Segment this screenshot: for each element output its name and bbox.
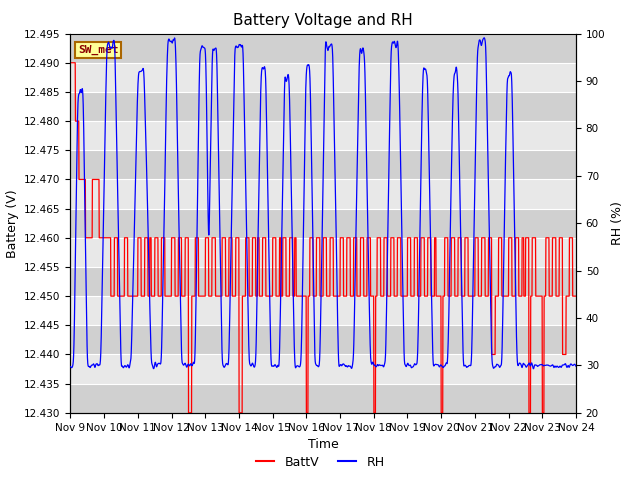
Bar	[70, 384, 576, 413]
Title: Battery Voltage and RH: Battery Voltage and RH	[234, 13, 413, 28]
Text: SW_met: SW_met	[78, 45, 118, 55]
Bar	[70, 267, 576, 296]
Bar	[70, 238, 576, 267]
Bar	[70, 92, 576, 121]
Bar	[70, 63, 576, 92]
Bar	[70, 296, 576, 325]
Bar	[70, 209, 576, 238]
Bar	[70, 325, 576, 354]
Bar	[70, 354, 576, 384]
Bar	[70, 150, 576, 180]
Bar	[70, 34, 576, 63]
X-axis label: Time: Time	[308, 438, 339, 451]
Bar	[70, 121, 576, 150]
Y-axis label: Battery (V): Battery (V)	[6, 189, 19, 257]
Y-axis label: RH (%): RH (%)	[611, 201, 624, 245]
Bar	[70, 180, 576, 209]
Legend: BattV, RH: BattV, RH	[250, 451, 390, 474]
